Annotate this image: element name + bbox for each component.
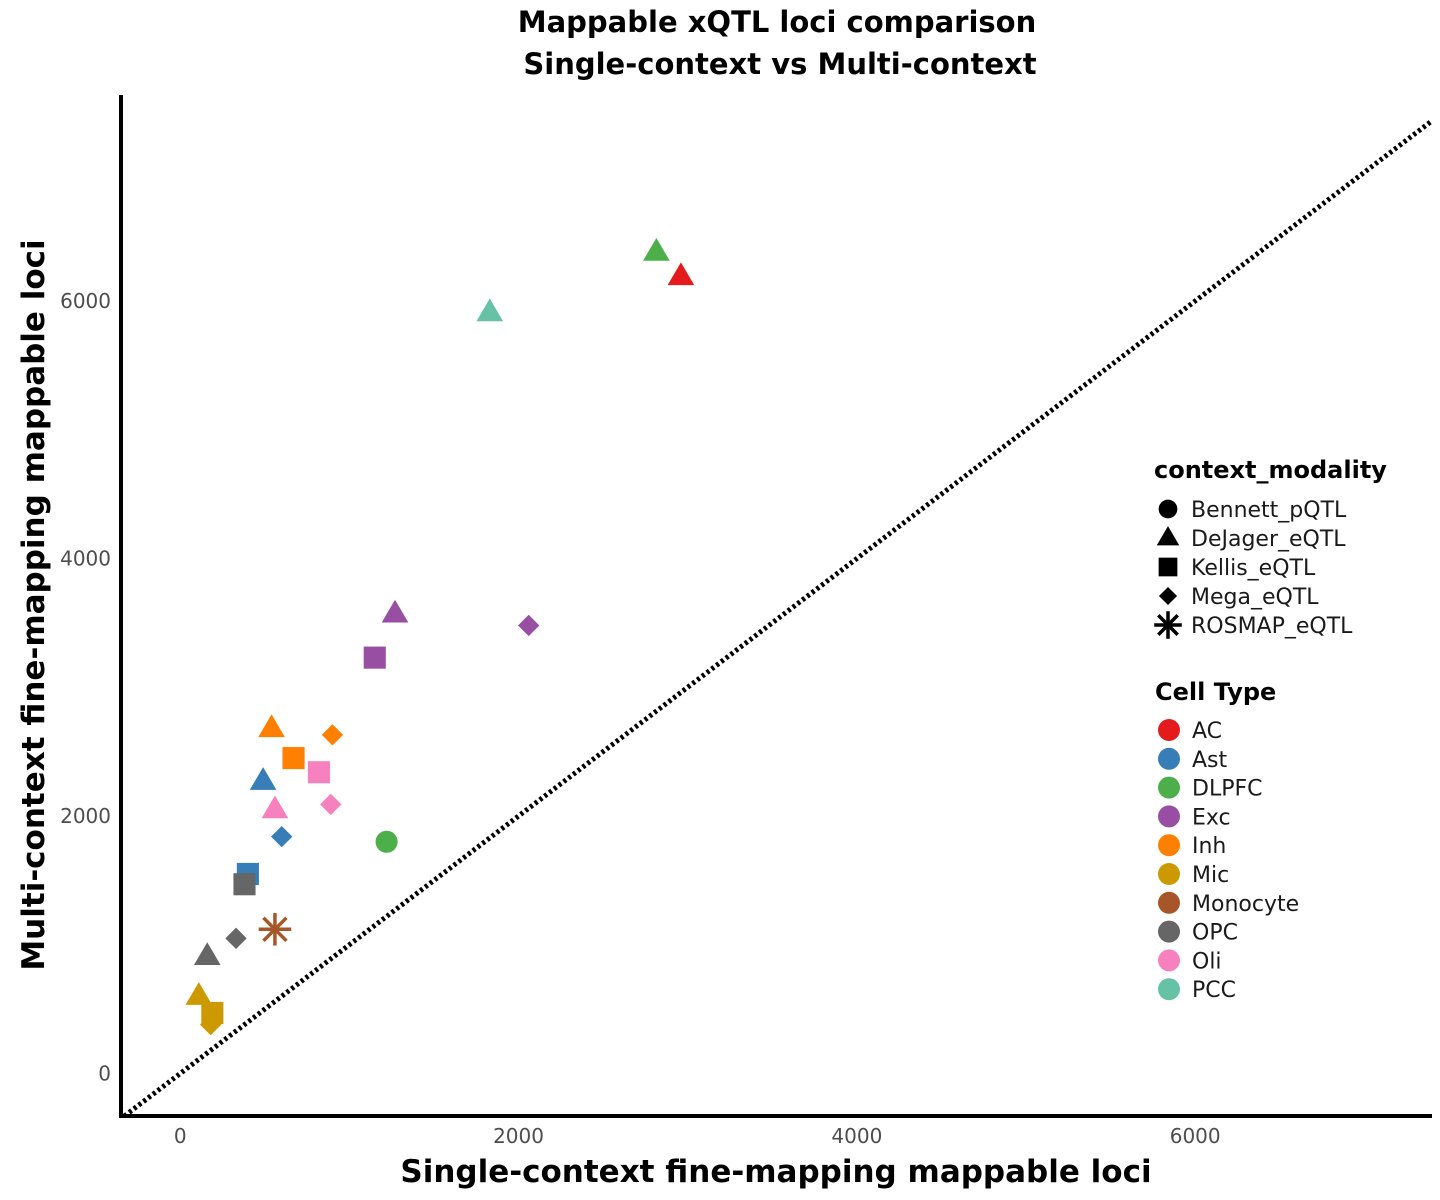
plot-area (122, 118, 1434, 1118)
x-tick-label: 4000 (831, 1124, 882, 1148)
shape-legend-label: Mega_eQTL (1191, 585, 1319, 610)
color-legend-label: DLPFC (1192, 777, 1262, 802)
legend-key-asterisk (1154, 611, 1182, 639)
data-point (199, 1013, 222, 1036)
data-point (667, 262, 695, 286)
shape-legend: context_modality Bennett_pQTL DeJager_eQT… (1154, 456, 1387, 639)
color-legend-label: Exc (1192, 805, 1231, 830)
data-point (271, 825, 293, 848)
legend-color-key (1158, 747, 1180, 770)
color-legend-label: OPC (1192, 921, 1238, 946)
data-point (375, 830, 398, 853)
data-point (321, 724, 344, 746)
color-legend-label: Inh (1192, 834, 1226, 859)
data-point (249, 767, 277, 790)
data-point (476, 298, 504, 322)
y-tick-label: 2000 (60, 804, 111, 828)
legend-key-diamond (1158, 586, 1178, 606)
color-legend-label: Monocyte (1192, 892, 1299, 917)
y-tick-label: 0 (98, 1062, 111, 1086)
chart-subtitle: Single-context vs Multi-context (523, 47, 1036, 81)
shape-legend-label: Kellis_eQTL (1191, 556, 1316, 581)
legend-color-key (1158, 863, 1180, 885)
data-point (307, 761, 330, 784)
color-legend-title: Cell Type (1155, 678, 1276, 706)
x-tick-label: 0 (174, 1124, 187, 1148)
x-tick-label: 2000 (493, 1124, 544, 1148)
axis-ticks: 0 2000 4000 6000 0 2000 4000 6000 (60, 289, 1221, 1148)
legend-color-key (1158, 978, 1180, 1001)
y-tick-label: 6000 (60, 289, 111, 313)
color-legend-label: Oli (1192, 949, 1222, 974)
identity-reference-line (122, 118, 1434, 1118)
data-point (258, 913, 292, 946)
data-point (518, 614, 540, 637)
legend-color-key (1158, 776, 1180, 799)
data-point (363, 646, 386, 669)
shape-legend-title: context_modality (1154, 456, 1387, 484)
legend-color-key (1158, 805, 1180, 828)
data-point (233, 873, 256, 896)
shape-legend-label: DeJager_eQTL (1191, 527, 1346, 552)
data-point (261, 795, 289, 819)
y-tick-label: 4000 (60, 547, 111, 571)
x-tick-label: 6000 (1170, 1124, 1221, 1148)
color-legend-label: AC (1192, 719, 1222, 744)
legend-key-circle (1158, 499, 1178, 519)
data-point (258, 714, 285, 738)
shape-legend-label: ROSMAP_eQTL (1191, 614, 1353, 639)
legend-color-key (1158, 719, 1180, 741)
color-legend: Cell Type AC Ast DLPFC Exc Inh Mic Monocyte OPC… (1155, 678, 1299, 1003)
shape-legend-label: Bennett_pQTL (1191, 498, 1347, 523)
y-axis-title: Multi-context fine-mapping mappable loci (16, 239, 52, 970)
chart-title: Mappable xQTL loci comparison (518, 5, 1037, 39)
data-point (643, 237, 670, 261)
legend-key-triangle (1156, 526, 1180, 546)
data-point (320, 793, 342, 816)
legend-color-key (1158, 891, 1180, 914)
color-legend-label: Ast (1192, 748, 1228, 773)
data-point (185, 982, 213, 1005)
legend-color-key (1158, 920, 1180, 943)
legend-color-key (1158, 834, 1180, 857)
data-point (193, 942, 221, 965)
legend-color-key (1158, 949, 1180, 972)
data-point (282, 747, 305, 770)
data-point (381, 599, 409, 623)
color-legend-label: PCC (1192, 978, 1236, 1003)
x-axis-title: Single-context fine-mapping mappable loc… (400, 1154, 1151, 1190)
color-legend-label: Mic (1192, 863, 1229, 888)
data-point (225, 927, 247, 949)
legend-key-square (1158, 557, 1178, 577)
